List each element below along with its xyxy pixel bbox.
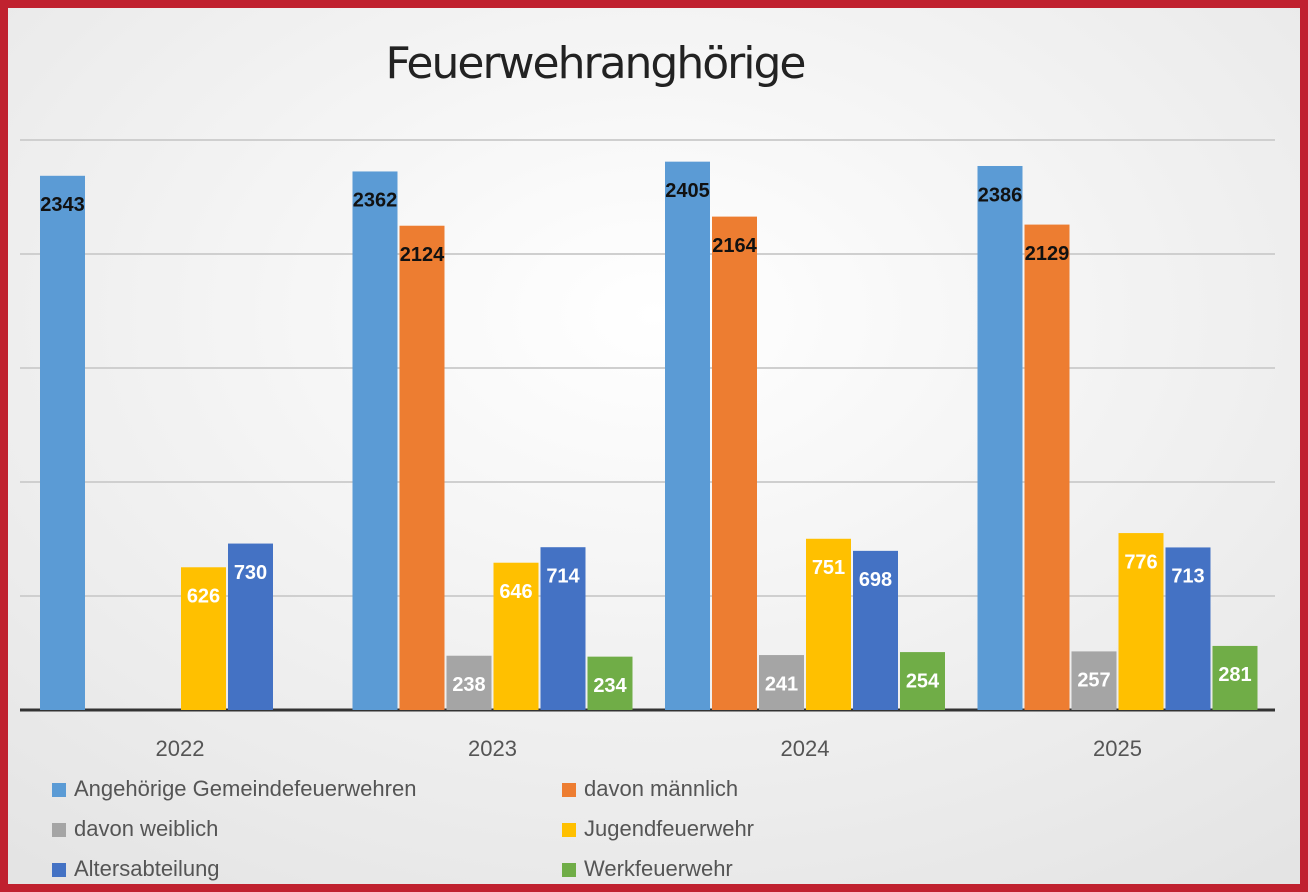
bar (540, 547, 586, 710)
data-label: 2343 (40, 194, 85, 216)
data-label: 714 (546, 565, 580, 587)
data-label: 2405 (665, 180, 710, 202)
data-label: 281 (1218, 664, 1251, 686)
legend-swatch (562, 863, 576, 877)
bar (399, 225, 445, 710)
data-label: 646 (499, 581, 532, 603)
data-label: 257 (1077, 670, 1110, 692)
bar (900, 652, 945, 710)
data-label: 254 (906, 670, 940, 692)
legend-swatch (52, 863, 66, 877)
data-label: 234 (593, 675, 627, 697)
data-label: 626 (187, 586, 220, 608)
bar (712, 216, 757, 710)
x-tick-label: 2025 (1093, 736, 1142, 761)
bar (493, 562, 539, 710)
legend-swatch (52, 783, 66, 797)
x-tick-label: 2023 (468, 736, 517, 761)
legend-label: davon weiblich (74, 816, 218, 841)
bar (759, 655, 804, 710)
data-label: 241 (765, 673, 798, 695)
legend-swatch (562, 823, 576, 837)
x-tick-label: 2024 (781, 736, 830, 761)
bar (181, 567, 226, 710)
legend-label: Werkfeuerwehr (584, 856, 733, 881)
legend-swatch (52, 823, 66, 837)
legend-label: davon männlich (584, 776, 738, 801)
legend-label: Angehörige Gemeindefeuerwehren (74, 776, 416, 801)
legend-label: Jugendfeuerwehr (584, 816, 754, 841)
bar (1165, 547, 1211, 710)
legend-swatch (562, 783, 576, 797)
data-label: 713 (1171, 566, 1204, 588)
bar (1024, 224, 1070, 710)
bar (1212, 645, 1258, 710)
data-label: 698 (859, 569, 892, 591)
bar (352, 171, 398, 711)
bar (40, 175, 85, 710)
data-label: 2129 (1025, 243, 1070, 265)
data-label: 2386 (978, 184, 1023, 206)
bar (977, 165, 1023, 710)
data-label: 751 (812, 557, 845, 579)
bar (1118, 533, 1164, 710)
bar (587, 656, 633, 710)
x-tick-label: 2022 (156, 736, 205, 761)
legend-label: Altersabteilung (74, 856, 220, 881)
data-label: 2164 (712, 235, 757, 257)
bar (228, 543, 273, 710)
chart-title: Feuerwehranghörige (386, 38, 805, 89)
bar (806, 538, 851, 710)
data-label: 2362 (353, 190, 398, 212)
bar (665, 161, 710, 710)
bar (853, 550, 898, 710)
data-label: 2124 (400, 244, 445, 266)
bar (1071, 651, 1117, 710)
background (8, 8, 1300, 884)
data-label: 238 (452, 674, 485, 696)
bar (446, 655, 492, 710)
data-label: 730 (234, 562, 267, 584)
data-label: 776 (1124, 551, 1157, 573)
